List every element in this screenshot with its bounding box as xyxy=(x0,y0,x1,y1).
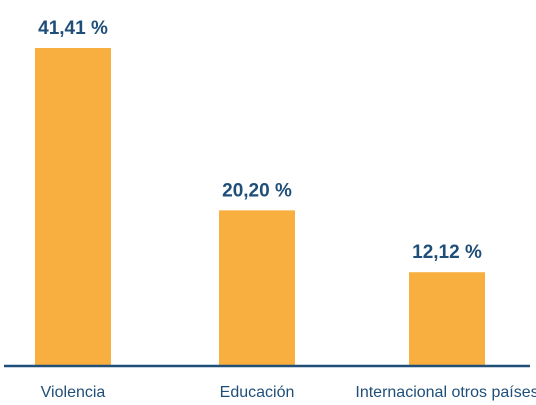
bars-group xyxy=(35,48,485,365)
data-label-3: 12,12 % xyxy=(412,242,482,263)
category-label-2: Educación xyxy=(220,384,295,401)
value-labels-group: 41,41 % 20,20 % 12,12 % xyxy=(38,18,482,263)
data-label-2: 20,20 % xyxy=(222,180,292,201)
category-label-3: Internacional otros países xyxy=(355,384,536,401)
bar-2 xyxy=(219,210,295,365)
category-label-1: Violencia xyxy=(41,384,106,401)
category-labels-group: Violencia Educación Internacional otros pa… xyxy=(41,384,536,401)
bar-3 xyxy=(409,272,485,365)
bar-1 xyxy=(35,48,111,365)
data-label-1: 41,41 % xyxy=(38,18,108,39)
